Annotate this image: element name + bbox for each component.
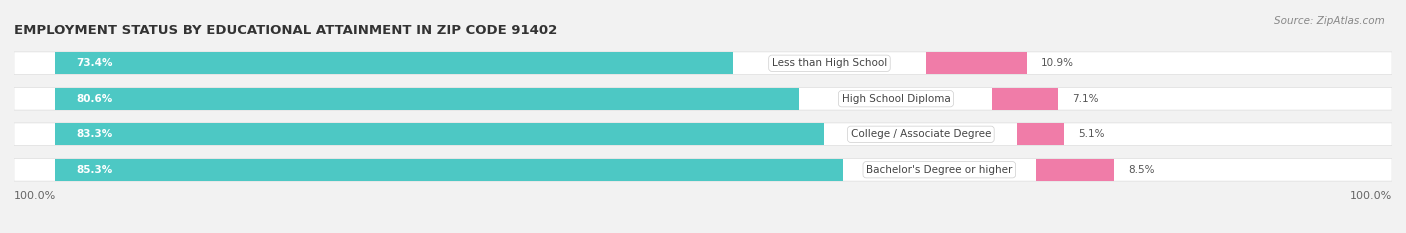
Bar: [55, 123, 824, 145]
Text: EMPLOYMENT STATUS BY EDUCATIONAL ATTAINMENT IN ZIP CODE 91402: EMPLOYMENT STATUS BY EDUCATIONAL ATTAINM…: [14, 24, 557, 37]
FancyBboxPatch shape: [14, 52, 1392, 75]
Text: 85.3%: 85.3%: [76, 165, 112, 175]
Text: 100.0%: 100.0%: [14, 191, 56, 201]
Text: Less than High School: Less than High School: [772, 58, 887, 68]
Bar: [55, 159, 842, 181]
Bar: [1036, 159, 1114, 181]
Bar: [927, 52, 1026, 74]
Bar: [1018, 123, 1064, 145]
Text: High School Diploma: High School Diploma: [842, 94, 950, 104]
FancyBboxPatch shape: [14, 123, 1392, 146]
Text: 10.9%: 10.9%: [1040, 58, 1073, 68]
Text: Bachelor's Degree or higher: Bachelor's Degree or higher: [866, 165, 1012, 175]
Text: 80.6%: 80.6%: [76, 94, 112, 104]
Text: 7.1%: 7.1%: [1071, 94, 1098, 104]
Text: 5.1%: 5.1%: [1078, 129, 1105, 139]
Text: 100.0%: 100.0%: [1350, 191, 1392, 201]
Text: College / Associate Degree: College / Associate Degree: [851, 129, 991, 139]
FancyBboxPatch shape: [14, 87, 1392, 110]
Bar: [55, 88, 800, 110]
FancyBboxPatch shape: [14, 158, 1392, 181]
Text: 8.5%: 8.5%: [1128, 165, 1154, 175]
Text: Source: ZipAtlas.com: Source: ZipAtlas.com: [1274, 16, 1385, 26]
Bar: [993, 88, 1057, 110]
Bar: [55, 52, 733, 74]
Text: 73.4%: 73.4%: [76, 58, 112, 68]
Text: 83.3%: 83.3%: [76, 129, 112, 139]
